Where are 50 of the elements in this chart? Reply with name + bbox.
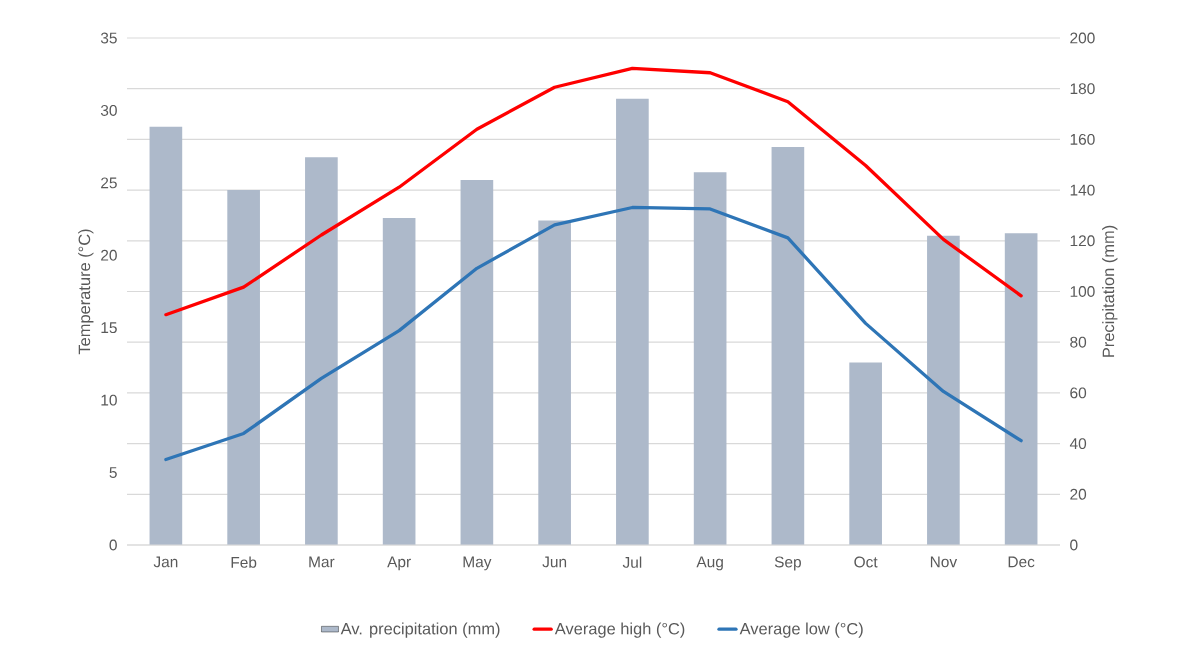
bar: [1004, 233, 1038, 545]
y-tick-label: 5: [109, 467, 117, 478]
x-tick-label: Feb: [231, 556, 257, 568]
bar: [305, 157, 338, 545]
bar: [538, 220, 571, 545]
bar: [382, 217, 416, 545]
bar: [693, 172, 727, 545]
x-tick-label: Jan: [153, 556, 178, 568]
y2-tick-label: 140: [1070, 184, 1095, 196]
x-tick-label: Apr: [387, 556, 411, 571]
y-tick-label: 35: [100, 32, 117, 44]
bar: [149, 126, 183, 545]
legend-label: Average high (°C): [554, 622, 685, 638]
x-tick-label: Jul: [622, 556, 642, 568]
legend-label: Av. precipitation (mm): [340, 622, 500, 638]
bar: [927, 235, 960, 545]
y2-tick-label: 60: [1070, 387, 1087, 399]
bar: [227, 190, 260, 545]
y2-axis-title: Precipitation (mm): [1102, 225, 1118, 357]
bar: [849, 362, 882, 545]
bar: [616, 98, 649, 545]
x-tick-label: Mar: [309, 556, 335, 568]
y2-tick-label: 120: [1070, 235, 1095, 247]
bar: [460, 179, 494, 545]
y-tick-label: 10: [101, 394, 117, 406]
y2-tick-label: 20: [1070, 488, 1087, 500]
y2-tick-label: 180: [1070, 83, 1095, 95]
y-tick-label: 20: [101, 249, 117, 261]
y-tick-label: 25: [101, 177, 117, 189]
y2-tick-label: 160: [1070, 133, 1095, 145]
bar: [771, 147, 805, 545]
y2-tick-label: 80: [1070, 336, 1087, 348]
x-tick-label: Nov: [930, 556, 958, 568]
y-tick-label: 15: [101, 322, 117, 334]
y2-tick-label: 0: [1070, 539, 1078, 551]
x-tick-label: Aug: [696, 556, 723, 571]
x-tick-label: Dec: [1008, 556, 1035, 568]
y2-tick-label: 100: [1070, 286, 1095, 297]
x-tick-label: May: [463, 556, 492, 571]
y2-tick-label: 200: [1070, 32, 1095, 44]
x-tick-label: Sep: [774, 556, 801, 571]
y2-tick-label: 40: [1069, 438, 1087, 450]
x-tick-label: Jun: [542, 556, 567, 568]
line-series: [164, 205, 1023, 462]
y-tick-label: 30: [100, 104, 117, 116]
line-series: [164, 66, 1023, 317]
y-tick-label: 0: [109, 539, 117, 551]
x-tick-label: Oct: [854, 556, 878, 568]
y-axis-title: Temperature (°C): [78, 229, 94, 355]
legend-label: Average low (°C): [739, 622, 863, 638]
